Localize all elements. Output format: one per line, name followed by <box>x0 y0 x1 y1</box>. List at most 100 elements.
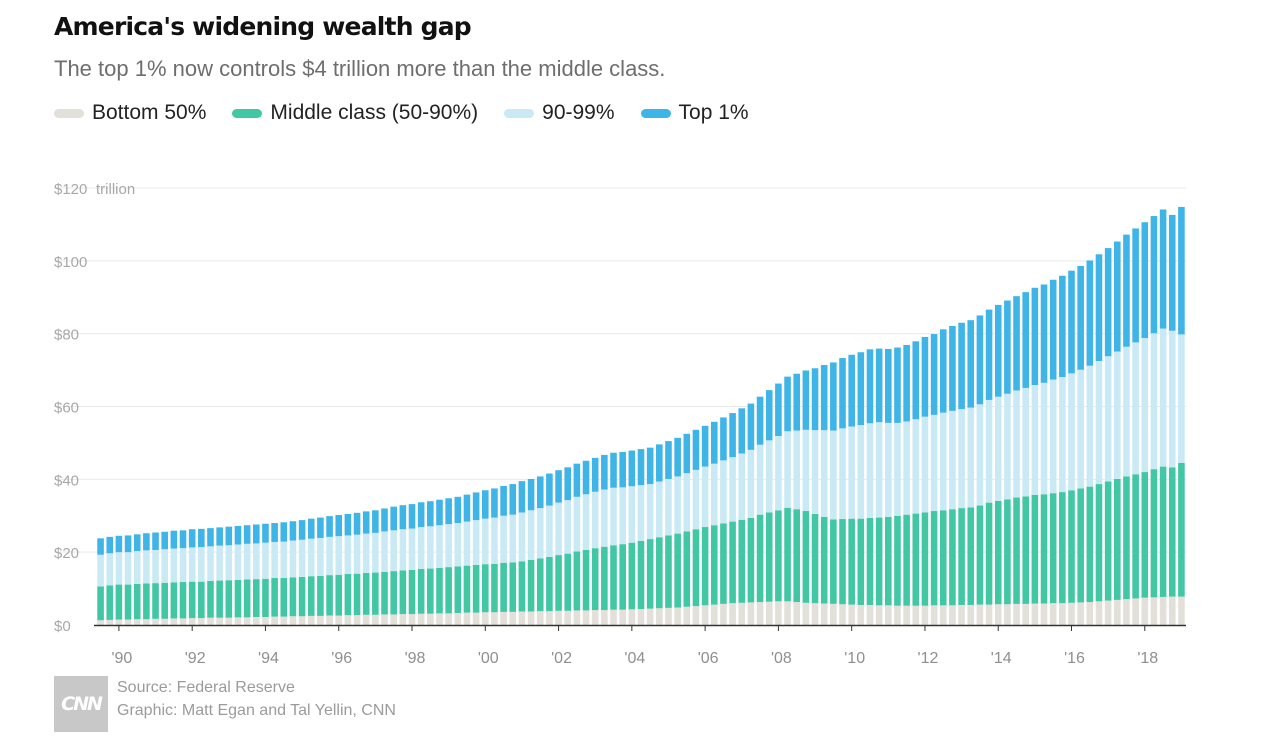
bar-segment-4 <box>656 444 663 482</box>
bar-segment-4 <box>335 515 343 537</box>
bar-segment-3 <box>216 545 223 581</box>
bar-segment-4 <box>1077 265 1084 370</box>
bar-segment-4 <box>903 344 910 422</box>
bar-segment-2 <box>1068 490 1075 603</box>
bar-segment-2 <box>674 533 681 608</box>
bar-segment-2 <box>1114 478 1121 600</box>
bar-segment-2 <box>381 571 388 615</box>
bar-segment-1 <box>830 603 837 625</box>
bar-segment-2 <box>1132 474 1139 599</box>
y-tick-label: $20 <box>54 545 79 562</box>
bar-segment-4 <box>115 535 123 553</box>
bar-segment-4 <box>610 452 617 488</box>
bar-segment-4 <box>720 417 727 461</box>
bar-segment-1 <box>1068 602 1075 625</box>
bar-segment-1 <box>930 605 938 625</box>
bar-segment-2 <box>216 580 223 618</box>
bar-segment-1 <box>234 617 242 625</box>
bar-segment-2 <box>527 559 535 612</box>
bar-segment-3 <box>610 487 617 546</box>
y-tick-label: $80 <box>54 327 79 344</box>
bar-segment-3 <box>775 436 782 511</box>
bar-segment-2 <box>198 581 205 619</box>
bar-segment-4 <box>619 452 626 488</box>
bar-segment-1 <box>720 603 727 625</box>
bar-segment-1 <box>894 605 901 625</box>
bar-segment-1 <box>582 610 590 625</box>
bar-segment-1 <box>775 601 782 625</box>
bar-segment-2 <box>692 529 700 607</box>
bar-segment-1 <box>161 618 168 625</box>
bar-segment-2 <box>976 505 984 605</box>
bar-segment-2 <box>1049 493 1057 604</box>
bar-segment-4 <box>765 390 773 441</box>
bar-segment-3 <box>1068 373 1075 491</box>
bar-segment-1 <box>967 604 975 625</box>
bar-segment-3 <box>509 514 517 563</box>
bar-segment-1 <box>1104 600 1112 625</box>
bar-segment-1 <box>866 604 874 625</box>
bar-segment-4 <box>546 473 553 506</box>
bar-segment-3 <box>1059 377 1066 493</box>
bar-segment-1 <box>390 614 397 625</box>
bar-segment-4 <box>408 504 416 529</box>
bar-segment-4 <box>344 513 352 536</box>
bar-segment-2 <box>601 546 608 611</box>
bar-segment-3 <box>271 541 278 579</box>
bar-segment-1 <box>298 616 306 625</box>
bar-segment-2 <box>939 510 947 606</box>
bar-segment-2 <box>628 542 636 610</box>
bar-segment-2 <box>436 567 443 614</box>
bar-segment-2 <box>802 511 810 603</box>
bar-segment-2 <box>555 555 562 611</box>
bar-segment-3 <box>820 430 828 517</box>
bar-segment-2 <box>500 562 507 612</box>
bar-segment-3 <box>381 531 388 572</box>
bar-segment-4 <box>445 498 452 525</box>
bar-segment-2 <box>1022 496 1029 604</box>
bar-segment-1 <box>1178 596 1185 625</box>
bar-segment-2 <box>307 576 315 616</box>
bar-segment-4 <box>894 347 901 423</box>
bar-segment-2 <box>372 572 379 615</box>
bar-segment-3 <box>133 551 141 584</box>
bar-segment-4 <box>811 368 819 431</box>
bar-segment-4 <box>399 505 407 530</box>
bar-segment-2 <box>271 578 278 617</box>
bar-segment-3 <box>317 537 324 576</box>
x-tick-label: '10 <box>844 650 865 667</box>
bar-segment-1 <box>143 619 150 625</box>
bar-segment-1 <box>1168 596 1176 625</box>
bar-segment-4 <box>518 481 526 513</box>
bar-segment-2 <box>1150 469 1158 598</box>
bar-segment-4 <box>353 512 361 535</box>
chart-subtitle: The top 1% now controls $4 trillion more… <box>54 56 666 81</box>
bar-segment-3 <box>417 527 425 569</box>
bar-segment-2 <box>756 514 764 603</box>
bar-segment-4 <box>161 531 168 550</box>
bar-segment-4 <box>949 326 956 411</box>
bar-segment-4 <box>326 516 333 537</box>
bar-segment-2 <box>683 531 691 607</box>
bar-segment-4 <box>866 349 874 424</box>
bar-segment-2 <box>912 513 920 606</box>
bar-segment-3 <box>894 422 901 516</box>
bar-segment-4 <box>839 358 846 429</box>
legend: Bottom 50% Middle class (50-90%) 90-99% … <box>54 101 775 125</box>
bar-segment-1 <box>472 612 480 625</box>
bar-segment-3 <box>949 410 956 510</box>
bar-segment-4 <box>1068 270 1075 374</box>
bar-segment-2 <box>701 527 709 606</box>
bar-segment-3 <box>234 544 242 580</box>
bar-segment-4 <box>133 534 141 552</box>
bar-segment-4 <box>701 425 709 467</box>
bar-segment-1 <box>619 609 626 625</box>
bar-segment-3 <box>335 536 343 575</box>
bar-segment-2 <box>949 509 956 606</box>
bar-segment-3 <box>1104 356 1112 482</box>
bar-segment-4 <box>262 523 269 543</box>
bar-segment-1 <box>253 616 260 625</box>
bar-segment-4 <box>234 525 242 545</box>
bar-segment-2 <box>253 579 260 617</box>
bar-segment-2 <box>564 553 572 611</box>
